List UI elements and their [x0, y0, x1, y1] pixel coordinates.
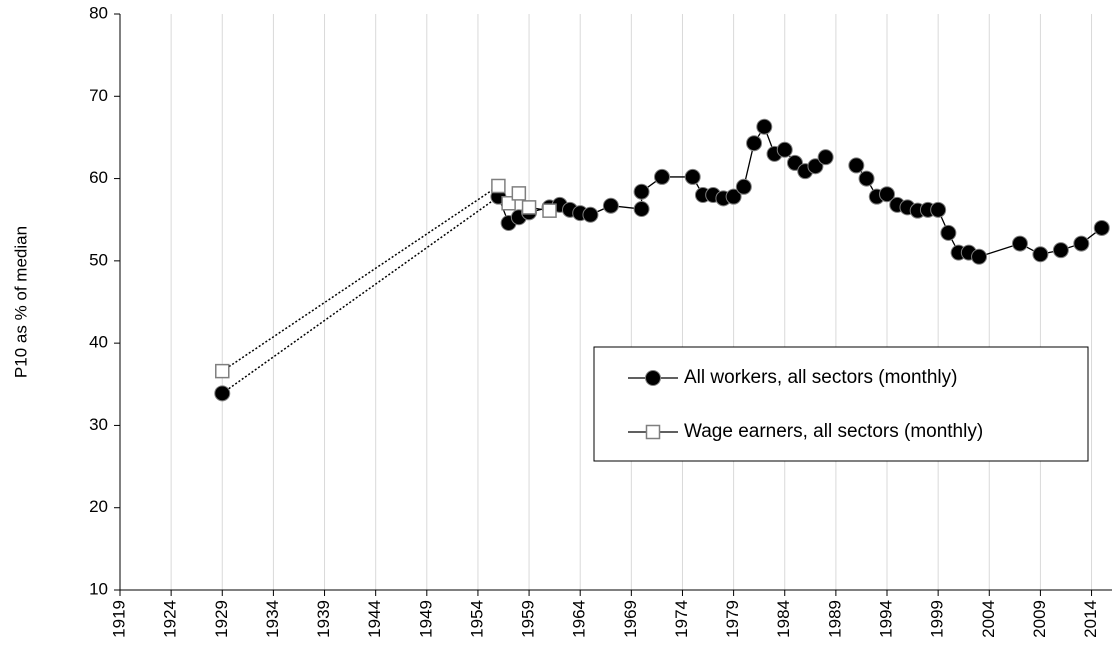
marker: [633, 201, 650, 218]
marker: [521, 200, 537, 215]
dotted-connector: [221, 196, 499, 394]
x-tick-label: 2009: [1030, 600, 1049, 638]
marker: [848, 157, 865, 174]
marker: [756, 118, 773, 135]
marker: [930, 201, 947, 218]
y-tick-label: 10: [89, 579, 108, 598]
marker: [1032, 246, 1049, 263]
marker: [215, 363, 230, 379]
marker: [1011, 235, 1028, 252]
dotted-connector: [221, 185, 499, 372]
x-tick-label: 1944: [365, 600, 384, 638]
y-axis-label: P10 as % of median: [11, 226, 30, 378]
marker: [940, 224, 957, 241]
x-tick-label: 1954: [467, 600, 486, 638]
marker: [602, 197, 619, 214]
marker: [542, 203, 557, 218]
y-tick-label: 30: [89, 415, 108, 434]
marker: [725, 188, 742, 205]
marker: [817, 149, 834, 166]
marker: [214, 385, 231, 402]
legend-marker: [645, 424, 661, 440]
marker: [1052, 242, 1069, 259]
legend-box: [593, 346, 1089, 462]
marker: [654, 168, 671, 185]
x-tick-label: 1984: [774, 600, 793, 638]
marker: [879, 186, 896, 203]
x-tick-label: 1919: [109, 600, 128, 638]
x-tick-label: 2004: [979, 600, 998, 638]
x-tick-label: 1979: [723, 600, 742, 638]
legend-marker: [645, 370, 661, 386]
x-tick-label: 1999: [928, 600, 947, 638]
legend-label: Wage earners, all sectors (monthly): [684, 421, 983, 442]
marker: [684, 168, 701, 185]
marker: [511, 186, 527, 201]
marker: [735, 178, 752, 195]
x-tick-label: 1959: [519, 600, 538, 638]
x-tick-label: 1934: [263, 600, 282, 638]
x-tick-label: 1989: [825, 600, 844, 638]
x-tick-label: 1974: [672, 600, 691, 638]
marker: [1093, 219, 1110, 236]
x-tick-label: 1964: [570, 600, 589, 638]
marker: [858, 170, 875, 187]
y-tick-label: 20: [89, 497, 108, 516]
marker: [582, 206, 599, 223]
x-tick-label: 1949: [416, 600, 435, 638]
marker: [776, 141, 793, 158]
y-tick-label: 40: [89, 333, 108, 352]
y-tick-label: 50: [89, 250, 108, 269]
marker: [746, 135, 763, 152]
y-tick-label: 70: [89, 86, 108, 105]
series-line: [497, 125, 1103, 258]
y-tick-label: 60: [89, 168, 108, 187]
y-tick-label: 80: [89, 3, 108, 22]
x-tick-label: 1969: [621, 600, 640, 638]
marker: [971, 248, 988, 265]
x-tick-label: 1939: [314, 600, 333, 638]
x-tick-label: 1929: [212, 600, 231, 638]
marker: [491, 178, 506, 194]
x-tick-label: 2014: [1081, 600, 1100, 638]
marker: [1073, 235, 1090, 252]
marker: [633, 183, 650, 200]
legend-label: All workers, all sectors (monthly): [684, 367, 957, 388]
x-tick-label: 1994: [876, 600, 895, 638]
marker: [807, 158, 824, 175]
x-tick-label: 1924: [161, 600, 180, 638]
